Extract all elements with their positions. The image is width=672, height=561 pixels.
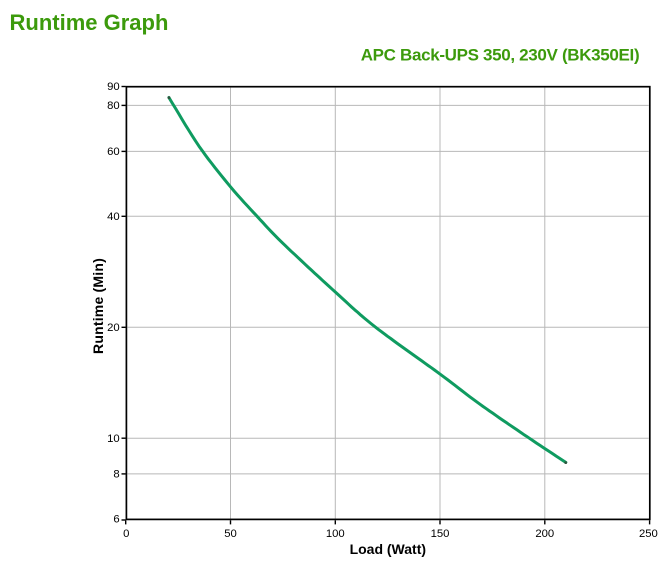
svg-text:40: 40 <box>107 211 120 223</box>
svg-text:100: 100 <box>326 528 345 540</box>
svg-text:50: 50 <box>224 528 237 540</box>
svg-text:200: 200 <box>535 528 554 540</box>
svg-text:0: 0 <box>123 528 129 540</box>
svg-text:20: 20 <box>107 322 120 334</box>
svg-text:8: 8 <box>113 469 119 481</box>
svg-text:Runtime (Min): Runtime (Min) <box>90 258 106 354</box>
svg-text:6: 6 <box>113 513 119 525</box>
svg-text:80: 80 <box>107 100 120 112</box>
svg-text:150: 150 <box>431 528 450 540</box>
svg-text:10: 10 <box>107 433 120 445</box>
svg-text:90: 90 <box>107 81 120 93</box>
svg-text:250: 250 <box>639 528 658 540</box>
svg-text:60: 60 <box>107 146 120 158</box>
svg-text:Runtime Graph: Runtime Graph <box>10 10 169 35</box>
svg-text:Load (Watt): Load (Watt) <box>350 541 426 557</box>
svg-text:APC Back-UPS 350, 230V (BK350E: APC Back-UPS 350, 230V (BK350EI) <box>361 46 640 65</box>
